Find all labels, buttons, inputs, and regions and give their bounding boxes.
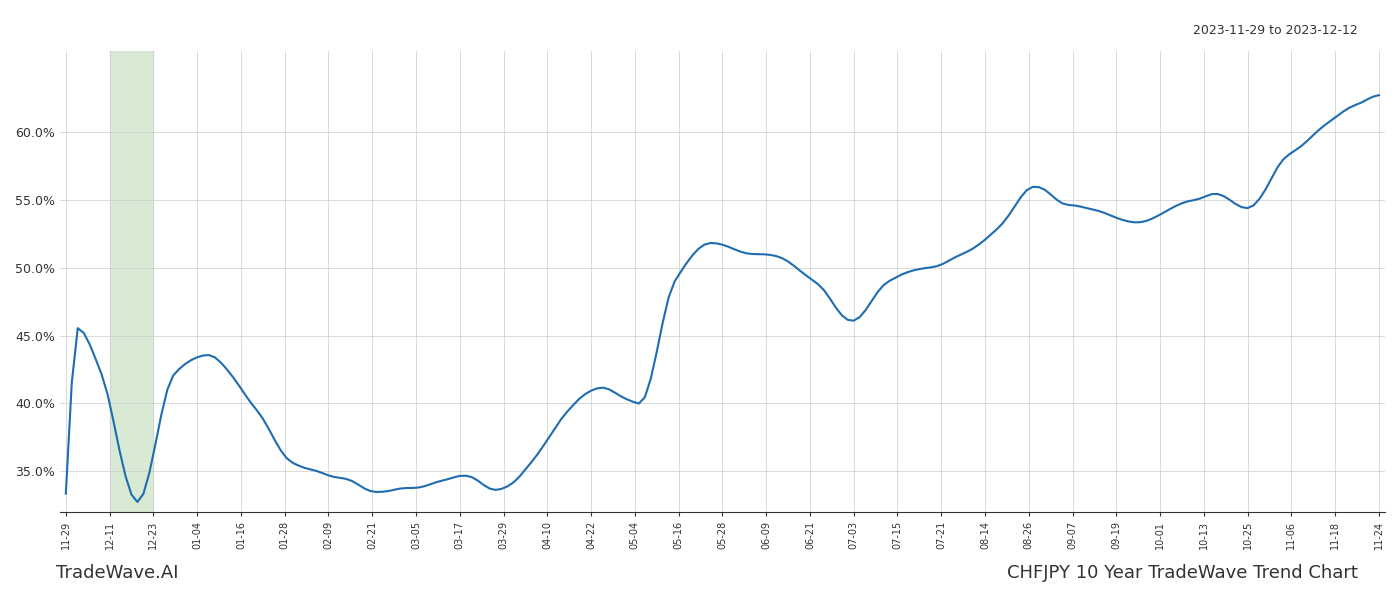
Text: 2023-11-29 to 2023-12-12: 2023-11-29 to 2023-12-12 [1193,24,1358,37]
Bar [109,51,154,512]
Text: TradeWave.AI: TradeWave.AI [56,564,179,582]
Text: CHFJPY 10 Year TradeWave Trend Chart: CHFJPY 10 Year TradeWave Trend Chart [1007,564,1358,582]
